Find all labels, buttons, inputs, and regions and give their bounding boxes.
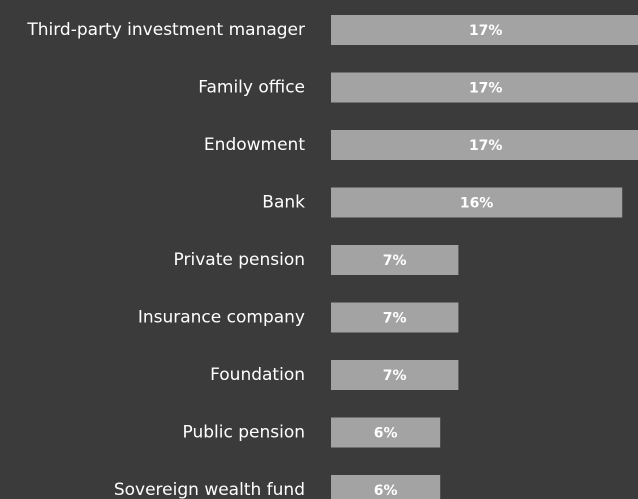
category-label: Bank xyxy=(262,193,305,213)
value-label: 7% xyxy=(383,311,407,327)
value-label: 17% xyxy=(469,81,503,97)
value-label: 17% xyxy=(469,138,503,154)
value-label: 7% xyxy=(383,368,407,384)
bar xyxy=(331,475,441,499)
bar xyxy=(331,360,459,390)
value-label: 6% xyxy=(374,483,398,499)
category-label: Insurance company xyxy=(138,308,305,328)
bar xyxy=(331,187,623,218)
bar xyxy=(331,130,638,160)
category-label: Family office xyxy=(198,78,305,98)
bar xyxy=(331,417,441,448)
value-label: 16% xyxy=(460,196,494,212)
category-label: Public pension xyxy=(183,423,306,443)
category-label: Third-party investment manager xyxy=(26,20,305,40)
bar xyxy=(331,245,459,275)
bar xyxy=(331,72,638,103)
category-label: Private pension xyxy=(174,250,305,270)
value-label: 6% xyxy=(374,426,398,442)
bar xyxy=(331,302,459,333)
category-label: Endowment xyxy=(204,135,305,155)
category-label: Foundation xyxy=(210,365,305,385)
value-label: 7% xyxy=(383,253,407,269)
bar xyxy=(331,15,638,45)
category-label: Sovereign wealth fund xyxy=(114,480,305,499)
value-label: 17% xyxy=(469,23,503,39)
